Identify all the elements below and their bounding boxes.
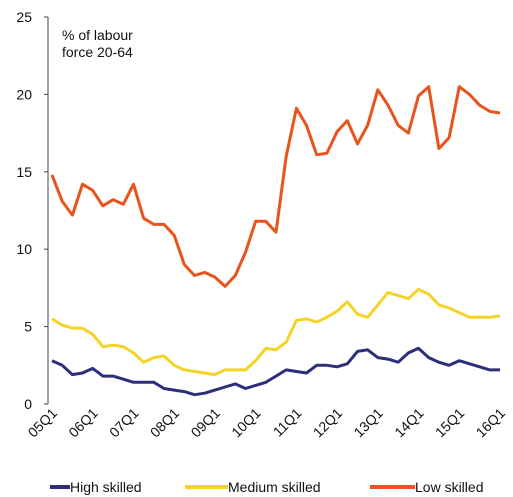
y-axis-label: % of labour [62,27,133,43]
y-tick-label: 15 [16,164,32,180]
legend-label: Low skilled [415,479,483,495]
x-tick-label: 08Q1 [147,405,183,441]
y-tick-label: 0 [24,396,32,412]
y-tick-label: 5 [24,319,32,335]
x-tick-label: 14Q1 [391,405,427,441]
legend-label: High skilled [70,479,142,495]
x-tick-label: 15Q1 [432,405,468,441]
x-tick-label: 10Q1 [228,405,264,441]
x-tick-label: 09Q1 [187,405,223,441]
y-tick-label: 25 [16,9,32,25]
y-tick-label: 20 [16,86,32,102]
x-tick-label: 07Q1 [106,405,142,441]
series-line [50,85,501,288]
y-axis-label: force 20-64 [62,44,133,60]
y-tick-label: 10 [16,241,32,257]
series-line [51,287,501,377]
legend-label: Medium skilled [228,479,321,495]
series-line [51,346,500,397]
x-tick-label: 16Q1 [473,405,509,441]
x-tick-label: 12Q1 [310,405,346,441]
x-tick-label: 11Q1 [270,405,305,440]
x-tick-label: 13Q1 [350,405,386,441]
x-tick-label: 06Q1 [65,405,101,441]
